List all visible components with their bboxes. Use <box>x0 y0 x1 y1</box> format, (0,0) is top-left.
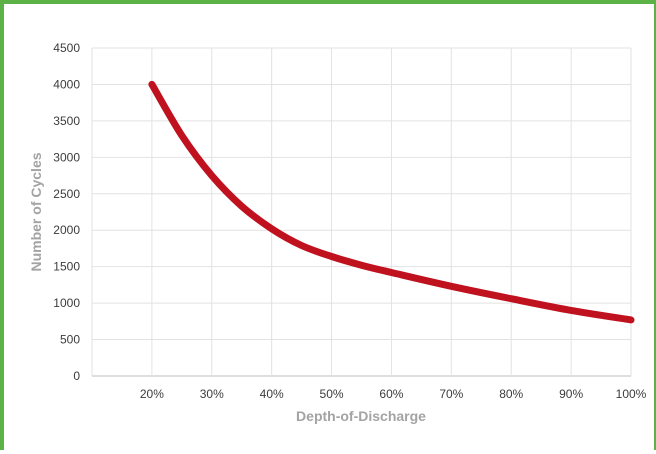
y-tick-label: 0 <box>73 369 80 383</box>
y-tick-label: 3500 <box>53 114 80 128</box>
cycles-vs-dod-chart: 20% 30% 40% 50% 60% 70% 80% 90% 100% 0 500 1000 150… <box>28 41 647 424</box>
series-group <box>148 80 635 324</box>
x-tick-label: 80% <box>499 387 523 401</box>
x-tick-label: 100% <box>616 387 647 401</box>
x-tick-labels: 20% 30% 40% 50% 60% 70% 80% 90% 100% <box>140 387 647 401</box>
grid <box>91 47 632 377</box>
series-line <box>148 80 635 324</box>
x-tick-label: 30% <box>200 387 224 401</box>
y-tick-label: 2000 <box>53 223 80 237</box>
y-tick-label: 4000 <box>53 77 80 91</box>
y-tick-label: 3000 <box>53 150 80 164</box>
x-tick-label: 20% <box>140 387 164 401</box>
x-tick-label: 90% <box>559 387 583 401</box>
y-tick-label: 500 <box>60 333 80 347</box>
x-axis-title: Depth-of-Discharge <box>296 408 426 424</box>
x-tick-label: 50% <box>320 387 344 401</box>
x-tick-label: 70% <box>439 387 463 401</box>
x-tick-label: 60% <box>379 387 403 401</box>
x-tick-label: 40% <box>260 387 284 401</box>
y-tick-label: 1000 <box>53 296 80 310</box>
y-tick-label: 4500 <box>53 41 80 55</box>
y-tick-labels: 0 500 1000 1500 2000 2500 3000 3500 4000 4500 <box>53 41 80 383</box>
y-axis-title: Number of Cycles <box>28 152 44 271</box>
y-tick-label: 2500 <box>53 187 80 201</box>
y-tick-label: 1500 <box>53 260 80 274</box>
